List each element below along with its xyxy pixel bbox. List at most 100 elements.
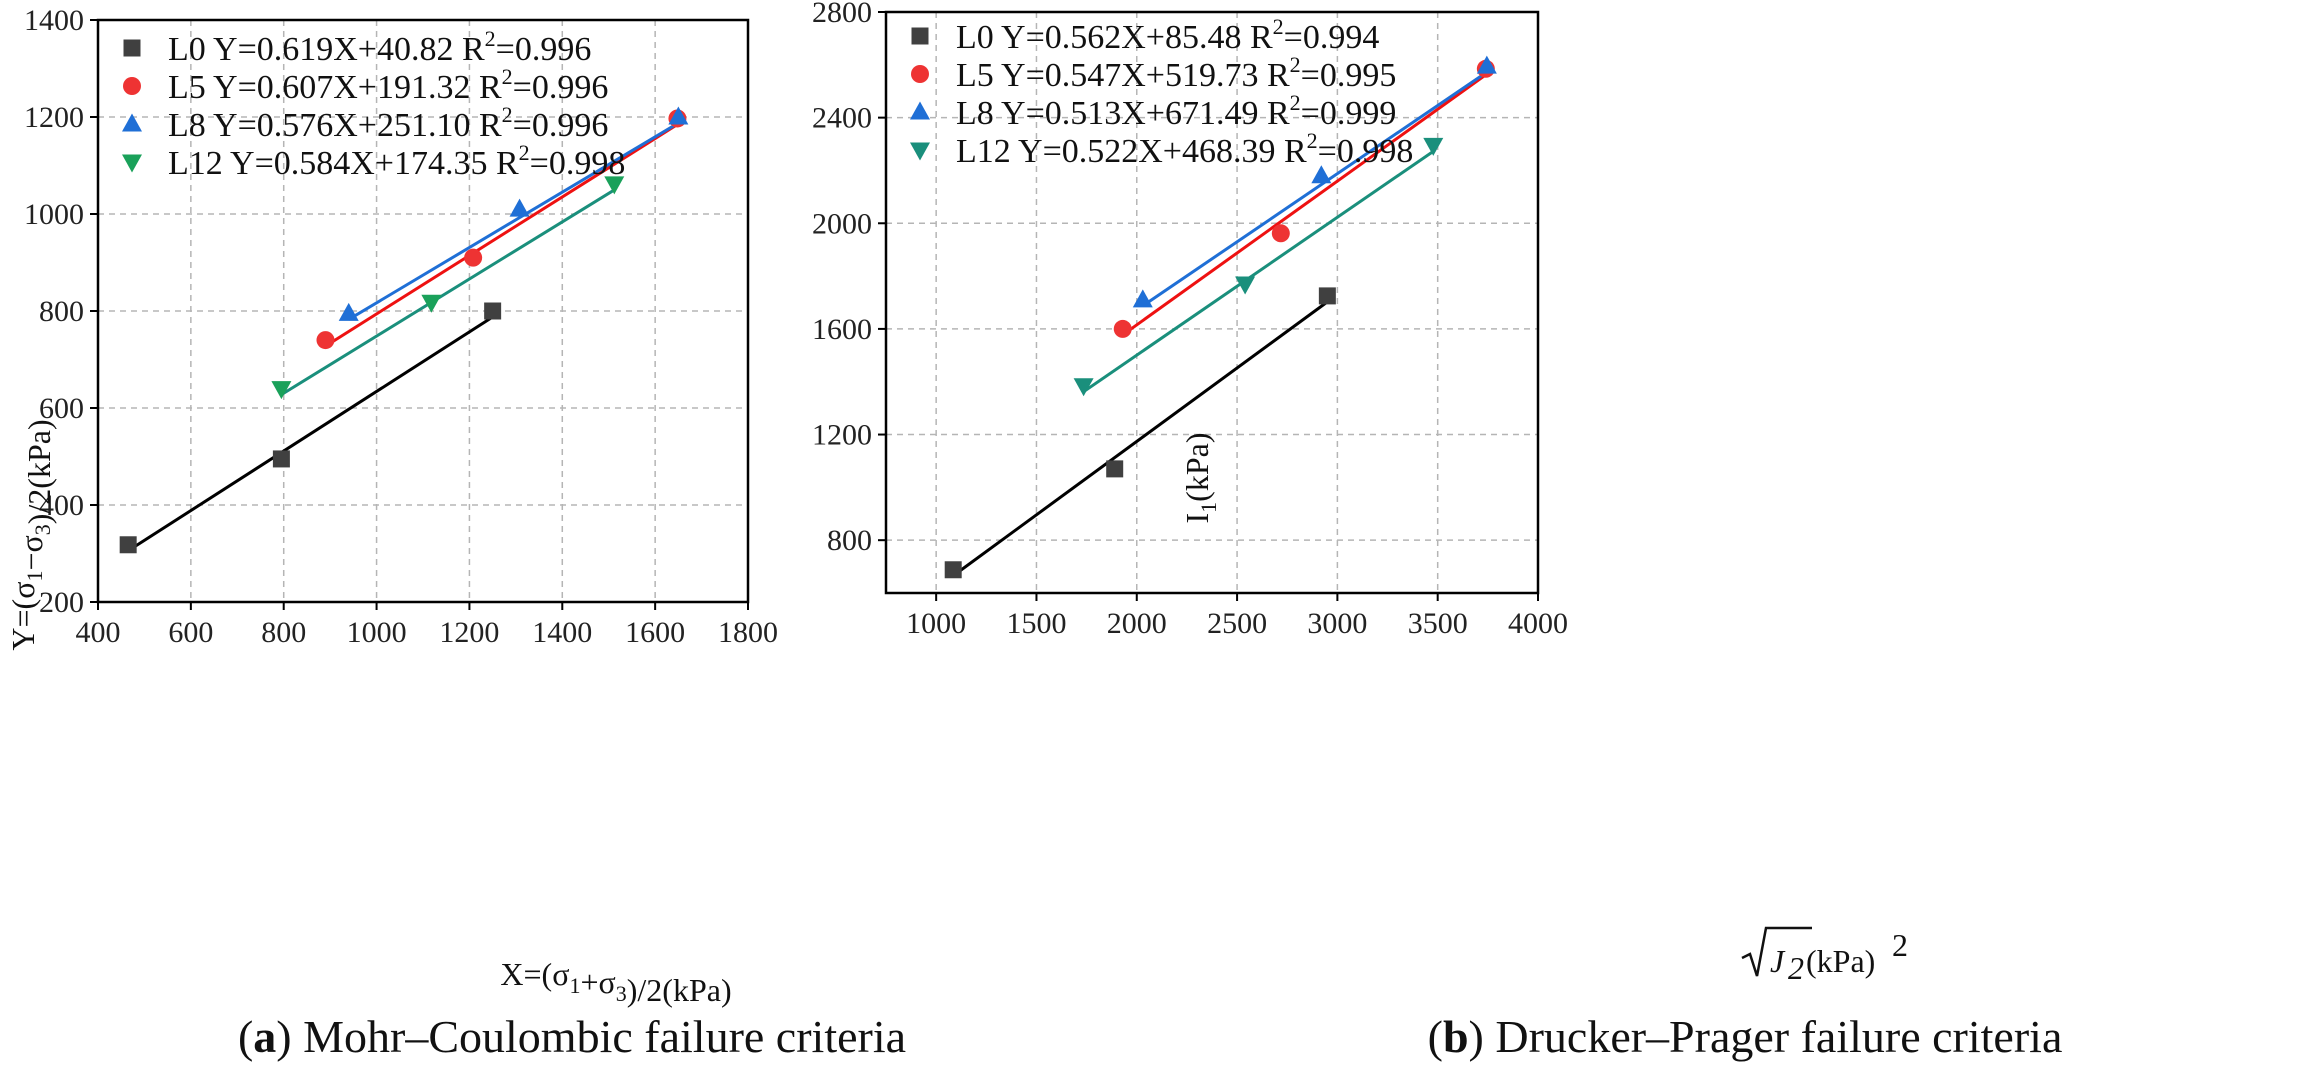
data-point-l0	[1106, 460, 1124, 478]
y-axis-label-b-rest: (kPa)	[1179, 433, 1215, 502]
x-axis-label-b-j: J	[1770, 943, 1786, 979]
x-tick-label: 3500	[1408, 607, 1468, 640]
legend-r2-value: =0.996	[496, 31, 592, 68]
data-point-l12	[271, 381, 292, 400]
x-axis-label-b: J 2 (kPa) 2	[1741, 926, 1908, 986]
data-point-l5	[1113, 319, 1132, 338]
legend-fit-equation: Y=0.513X+671.49 R	[1001, 95, 1290, 132]
chart-panel-a: 400 600 800 1000 1200 1400 1600 180020040060080…	[5, 4, 906, 1062]
legend-entry-l0: L0 Y=0.562X+85.48 R2=0.994	[956, 14, 1379, 56]
ticks-b: 1000 1500 2000 2500 3000 3500 4000 800 1200 1600 2…	[812, 0, 1568, 640]
grid-a	[98, 20, 748, 602]
y-tick-label: 2400	[812, 102, 872, 135]
fit-line-l0	[952, 300, 1329, 577]
x-tick-label: 1200	[439, 616, 499, 649]
legend-marker-l5	[911, 65, 929, 83]
x-tick-label: 2000	[1107, 607, 1167, 640]
legend-r2-superscript: 2	[502, 102, 513, 127]
x-tick-label: 1500	[1006, 607, 1066, 640]
x-axis-label-b-sup: 2	[1892, 927, 1908, 963]
ticks-a: 400 600 800 1000 1200 1400 1600 180020040060080…	[24, 4, 778, 649]
legend-series-name: L8	[168, 107, 213, 144]
grid-b	[886, 12, 1538, 593]
legend-r2-superscript: 2	[1290, 52, 1301, 77]
x-tick-label: 1000	[906, 607, 966, 640]
y-axis-label-a: Y=(σ1−σ3)/2(kPa)	[5, 419, 57, 650]
x-tick-label: 1400	[532, 616, 592, 649]
fit-line-l12	[280, 188, 616, 396]
sqrt-symbol	[1741, 926, 1812, 977]
legend-r2-superscript: 2	[502, 64, 513, 89]
legend-marker-l8	[910, 101, 930, 120]
legend-r2-superscript: 2	[519, 140, 530, 165]
legend-fit-equation: Y=0.607X+191.32 R	[213, 69, 502, 106]
fit-line-l12	[1082, 150, 1435, 393]
x-axis-label-a: X=(σ1+σ3)/2(kPa)	[500, 956, 731, 1008]
data-point-l8	[1476, 55, 1497, 74]
data-point-l12	[1073, 378, 1094, 397]
legend-r2-value: =0.998	[1318, 133, 1414, 170]
caption-b-text: Drucker–Prager failure criteria	[1484, 1011, 2063, 1062]
legend-marker-l0	[911, 27, 929, 45]
legend-entry-l5: L5 Y=0.607X+191.32 R2=0.996	[168, 64, 608, 106]
data-point-l0	[1318, 287, 1336, 305]
fit-line-l0	[127, 315, 494, 553]
x-tick-label: 2500	[1207, 607, 1267, 640]
legend-r2-superscript: 2	[485, 26, 496, 51]
caption-b-letter: b	[1443, 1011, 1469, 1062]
legend-series-name: L8	[956, 95, 1001, 132]
data-point-l8	[509, 198, 530, 217]
legend-fit-equation: Y=0.619X+40.82 R	[213, 31, 485, 68]
y-tick-label: 200	[39, 586, 84, 619]
y-tick-label: 1200	[24, 101, 84, 134]
legend-entry-l12: L12 Y=0.584X+174.35 R2=0.998	[168, 140, 625, 182]
legend-entry-l0: L0 Y=0.619X+40.82 R2=0.996	[168, 26, 591, 68]
plot-frame-b	[884, 10, 1540, 595]
chart-panel-b: 1000 1500 2000 2500 3000 3500 4000 800 1200 1600 2…	[812, 0, 2062, 1062]
data-point-l5	[464, 248, 483, 267]
legend-fit-equation: Y=0.584X+174.35 R	[230, 145, 519, 182]
legend-marker-l5	[123, 77, 141, 95]
data-point-l12	[604, 176, 625, 195]
y-tick-label: 400	[39, 489, 84, 522]
legend-fit-equation: Y=0.576X+251.10 R	[213, 107, 502, 144]
legend-r2-value: =0.998	[530, 145, 626, 182]
legend-fit-equation: Y=0.562X+85.48 R	[1001, 19, 1273, 56]
x-tick-label: 600	[168, 616, 213, 649]
legend-marker-l12	[910, 142, 930, 161]
y-tick-label: 2000	[812, 207, 872, 240]
legend-entry-l8: L8 Y=0.576X+251.10 R2=0.996	[168, 102, 608, 144]
data-point-l8	[668, 106, 689, 125]
data-point-l0	[119, 536, 137, 554]
data-point-l12	[421, 294, 442, 313]
caption-b: (b) Drucker–Prager failure criteria	[1428, 1011, 2063, 1062]
data-point-l0	[944, 561, 962, 579]
fit-line-l8	[347, 121, 680, 321]
legend-r2-superscript: 2	[1307, 128, 1318, 153]
x-axis-label-b-sub: 2	[1788, 950, 1804, 986]
x-tick-label: 1800	[718, 616, 778, 649]
legend-r2-value: =0.996	[513, 107, 609, 144]
data-point-l5	[1271, 224, 1290, 243]
legend-series-name: L5	[168, 69, 213, 106]
y-tick-label: 1000	[24, 198, 84, 231]
data-point-l12	[1423, 137, 1444, 156]
legend-r2-value: =0.994	[1284, 19, 1380, 56]
x-tick-label: 800	[261, 616, 306, 649]
y-tick-label: 800	[39, 295, 84, 328]
legend-series-name: L0	[168, 31, 213, 68]
legend-r2-superscript: 2	[1273, 14, 1284, 39]
x-tick-label: 3000	[1307, 607, 1367, 640]
fit-lines-a	[127, 121, 680, 553]
legend-marker-l0	[123, 39, 141, 57]
data-point-l0	[272, 450, 290, 468]
x-tick-label: 4000	[1508, 607, 1568, 640]
caption-a: (a) Mohr–Coulombic failure criteria	[238, 1011, 906, 1062]
legend-r2-value: =0.999	[1301, 95, 1397, 132]
x-axis-label-b-rest: (kPa)	[1806, 943, 1875, 979]
y-tick-label: 600	[39, 392, 84, 425]
fit-line-l8	[1141, 70, 1488, 308]
